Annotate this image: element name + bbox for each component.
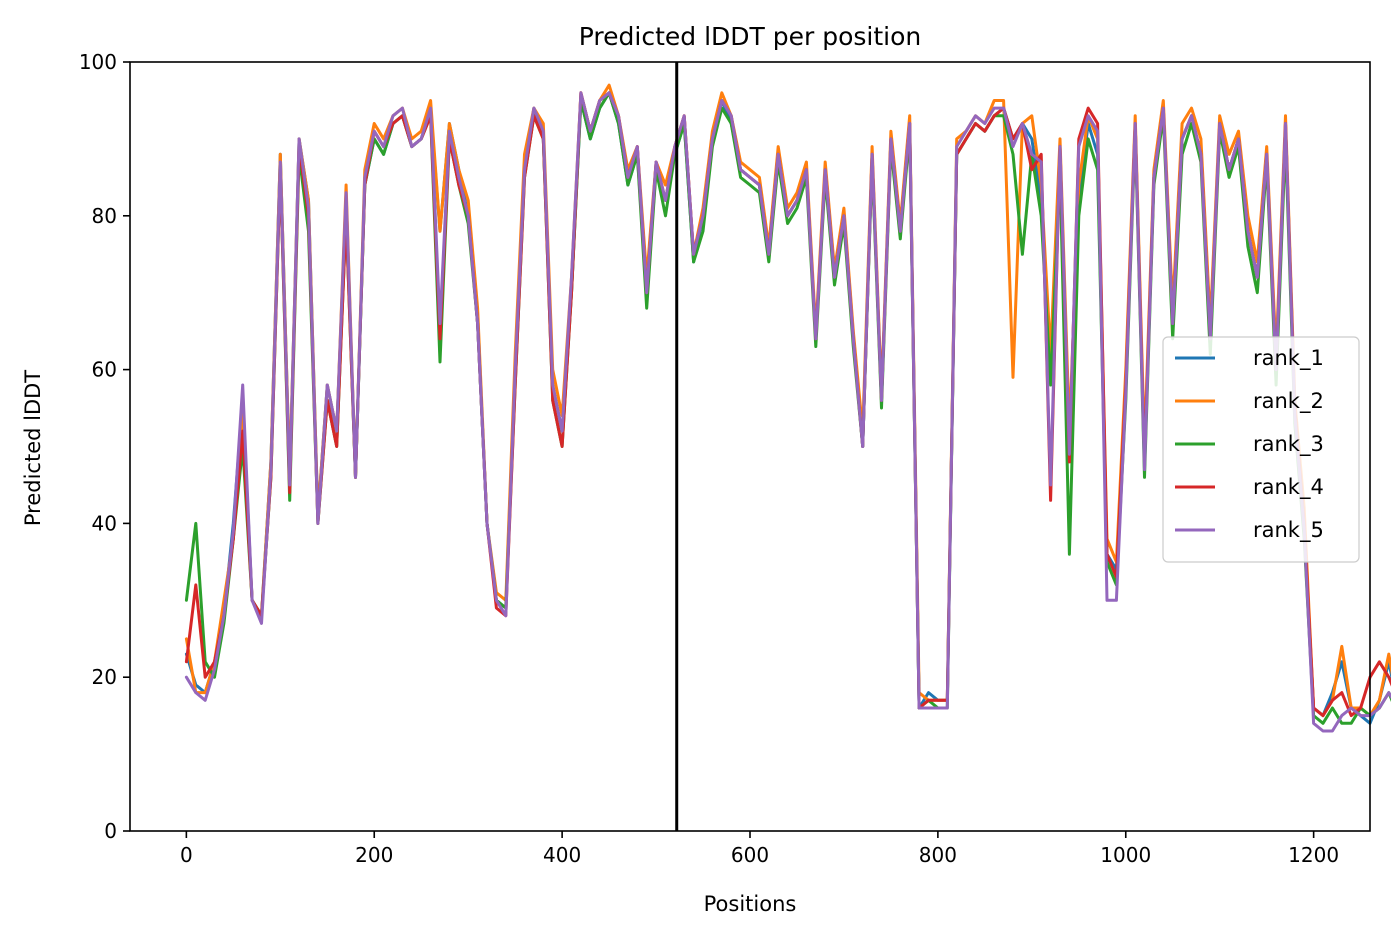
x-tick-label: 0 xyxy=(180,843,193,867)
x-tick-label: 200 xyxy=(355,843,393,867)
legend-label-rank_3: rank_3 xyxy=(1253,432,1324,457)
legend-label-rank_4: rank_4 xyxy=(1253,475,1324,500)
series-line-rank_5 xyxy=(184,91,1391,733)
legend: rank_1 rank_2 rank_3 rank_4 rank_5 xyxy=(1162,336,1360,563)
x-tick-label: 400 xyxy=(543,843,581,867)
chart-title: Predicted lDDT per position xyxy=(579,22,921,51)
legend-box xyxy=(1162,336,1360,563)
x-axis-ticks: 0 200 400 600 800 1000 1200 xyxy=(180,831,1339,867)
x-tick-label: 600 xyxy=(731,843,769,867)
y-tick-label: 0 xyxy=(104,819,117,843)
x-tick-label: 1000 xyxy=(1100,843,1151,867)
y-axis-label: Predicted lDDT xyxy=(21,370,45,526)
series-layer xyxy=(184,83,1391,733)
x-tick-label: 1200 xyxy=(1288,843,1339,867)
legend-label-rank_5: rank_5 xyxy=(1253,518,1324,543)
y-tick-label: 40 xyxy=(92,511,117,535)
y-tick-label: 20 xyxy=(92,665,117,689)
y-tick-label: 60 xyxy=(92,358,117,382)
y-tick-label: 80 xyxy=(92,204,117,228)
legend-label-rank_2: rank_2 xyxy=(1253,389,1324,414)
y-axis-ticks: 0 20 40 60 80 100 xyxy=(79,50,130,843)
x-axis-label: Positions xyxy=(704,892,797,916)
y-tick-label: 100 xyxy=(79,50,117,74)
legend-label-rank_1: rank_1 xyxy=(1253,346,1324,371)
x-tick-label: 800 xyxy=(919,843,957,867)
